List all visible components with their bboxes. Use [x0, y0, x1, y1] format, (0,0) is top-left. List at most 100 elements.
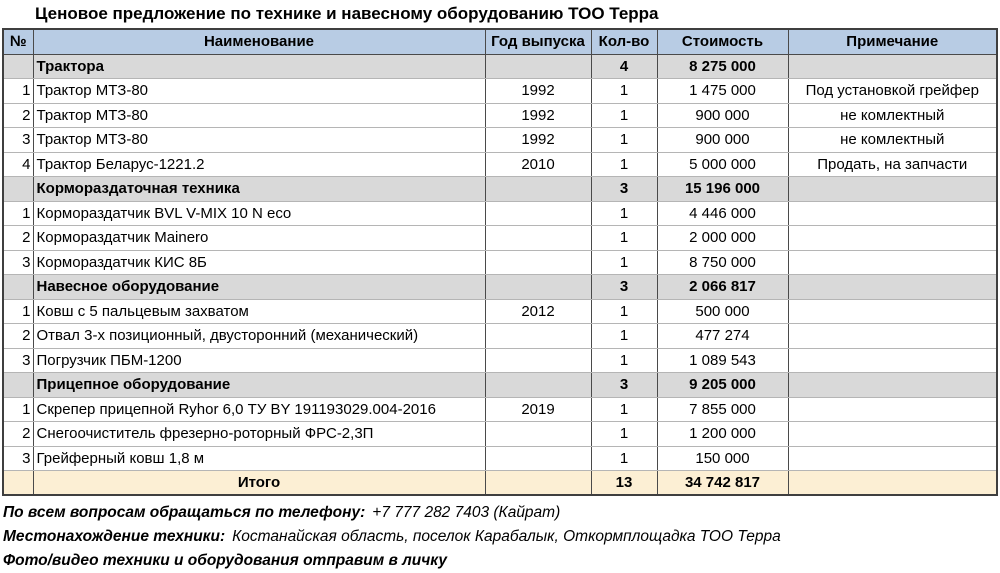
cell-name: Кормораздатчик Mainero: [33, 225, 486, 251]
cell-cost: 2 000 000: [657, 225, 789, 251]
cell-name: Отвал 3-х позиционный, двусторонний (мех…: [33, 323, 486, 349]
cell-year: 2012: [485, 299, 592, 324]
cell-qty: 1: [591, 250, 658, 275]
cell-year: [485, 421, 592, 447]
cell-cost: 5 000 000: [657, 152, 789, 177]
cell-note: [788, 54, 998, 79]
cell-name: Трактор МТЗ-80: [33, 103, 486, 128]
cell-note: [788, 176, 998, 202]
footer: По всем вопросам обращаться по телефону:…: [0, 496, 1000, 573]
cell-note: [788, 250, 998, 275]
cell-cost: 34 742 817: [657, 470, 789, 496]
cell-num: 2: [3, 421, 34, 447]
cell-num: 3: [3, 348, 34, 373]
cell-name: Трактор МТЗ-80: [33, 127, 486, 153]
cell-qty: 1: [591, 446, 658, 471]
cell-cost: 500 000: [657, 299, 789, 324]
cell-qty: 1: [591, 152, 658, 177]
footer-contact-value: +7 777 282 7403 (Кайрат): [372, 504, 561, 521]
table-row: 3 Грейферный ковш 1,8 м 1 150 000: [3, 446, 998, 471]
cell-name: Итого: [33, 470, 486, 496]
cell-note: [788, 299, 998, 324]
cell-year: [485, 54, 592, 79]
cell-cost: 1 089 543: [657, 348, 789, 373]
cell-cost: 15 196 000: [657, 176, 789, 202]
cell-cost: 9 205 000: [657, 372, 789, 398]
section-row: Трактора 4 8 275 000: [3, 54, 998, 79]
column-header-qty: Кол-во: [591, 29, 658, 55]
cell-qty: 1: [591, 299, 658, 324]
column-header-num: №: [3, 29, 34, 55]
table-row: 2 Снегоочиститель фрезерно-роторный ФРС-2…: [3, 421, 998, 447]
cell-note: [788, 421, 998, 447]
cell-year: [485, 348, 592, 373]
cell-name: Кормораздатчик BVL V-MIX 10 N eco: [33, 201, 486, 226]
cell-year: 2019: [485, 397, 592, 422]
cell-cost: 8 750 000: [657, 250, 789, 275]
cell-name: Навесное оборудование: [33, 274, 486, 300]
cell-num: [3, 372, 34, 398]
cell-year: [485, 372, 592, 398]
cell-qty: 1: [591, 348, 658, 373]
table-row: 3 Погрузчик ПБМ-1200 1 1 089 543: [3, 348, 998, 373]
cell-name: Скрепер прицепной Ryhor 6,0 ТУ BY 191193…: [33, 397, 486, 422]
footer-line-contact: По всем вопросам обращаться по телефону:…: [3, 501, 1000, 525]
cell-name: Снегоочиститель фрезерно-роторный ФРС-2,…: [33, 421, 486, 447]
cell-qty: 1: [591, 127, 658, 153]
cell-qty: 1: [591, 397, 658, 422]
cell-qty: 3: [591, 372, 658, 398]
cell-qty: 1: [591, 78, 658, 104]
cell-num: 1: [3, 78, 34, 104]
cell-name: Кормораздатчик КИС 8Б: [33, 250, 486, 275]
cell-num: 3: [3, 446, 34, 471]
header-row: № Наименование Год выпуска Кол-во Стоимо…: [3, 29, 998, 55]
cell-name: Грейферный ковш 1,8 м: [33, 446, 486, 471]
cell-year: 1992: [485, 103, 592, 128]
cell-cost: 8 275 000: [657, 54, 789, 79]
cell-cost: 900 000: [657, 127, 789, 153]
cell-name: Прицепное оборудование: [33, 372, 486, 398]
footer-location-value: Костанайская область, поселок Карабалык,…: [232, 528, 781, 545]
price-table: № Наименование Год выпуска Кол-во Стоимо…: [2, 28, 998, 496]
cell-year: [485, 176, 592, 202]
table-row: 2 Отвал 3-х позиционный, двусторонний (ме…: [3, 323, 998, 349]
footer-contact-label: По всем вопросам обращаться по телефону:: [3, 504, 366, 521]
section-row: Кормораздаточная техника 3 15 196 000: [3, 176, 998, 202]
footer-line-photo: Фото/видео техники и оборудования отправ…: [3, 549, 1000, 573]
table-body: Трактора 4 8 275 000 1 Трактор МТЗ-80 1992 1 1 …: [3, 54, 998, 496]
cell-num: 1: [3, 397, 34, 422]
cell-year: [485, 470, 592, 496]
table-row: 1 Кормораздатчик BVL V-MIX 10 N eco 1 4 446…: [3, 201, 998, 226]
cell-year: [485, 274, 592, 300]
cell-year: 1992: [485, 78, 592, 104]
cell-qty: 1: [591, 201, 658, 226]
cell-qty: 1: [591, 103, 658, 128]
cell-name: Ковш с 5 пальцевым захватом: [33, 299, 486, 324]
cell-num: 3: [3, 250, 34, 275]
section-row: Навесное оборудование 3 2 066 817: [3, 274, 998, 300]
cell-num: [3, 54, 34, 79]
cell-num: 1: [3, 299, 34, 324]
section-row: Прицепное оборудование 3 9 205 000: [3, 372, 998, 398]
cell-num: [3, 274, 34, 300]
table-row: 3 Трактор МТЗ-80 1992 1 900 000 не комлектный: [3, 127, 998, 153]
cell-year: [485, 446, 592, 471]
cell-year: [485, 225, 592, 251]
cell-note: [788, 323, 998, 349]
cell-num: 2: [3, 225, 34, 251]
cell-note: [788, 225, 998, 251]
cell-num: 2: [3, 103, 34, 128]
cell-note: Продать, на запчасти: [788, 152, 998, 177]
cell-year: [485, 323, 592, 349]
cell-num: 2: [3, 323, 34, 349]
table-row: 1 Скрепер прицепной Ryhor 6,0 ТУ BY 19119…: [3, 397, 998, 422]
cell-num: [3, 176, 34, 202]
cell-note: [788, 446, 998, 471]
column-header-name: Наименование: [33, 29, 486, 55]
table-row: 1 Ковш с 5 пальцевым захватом 2012 1 500 000: [3, 299, 998, 324]
table-row: 2 Кормораздатчик Mainero 1 2 000 000: [3, 225, 998, 251]
cell-cost: 477 274: [657, 323, 789, 349]
cell-qty: 1: [591, 323, 658, 349]
cell-cost: 900 000: [657, 103, 789, 128]
